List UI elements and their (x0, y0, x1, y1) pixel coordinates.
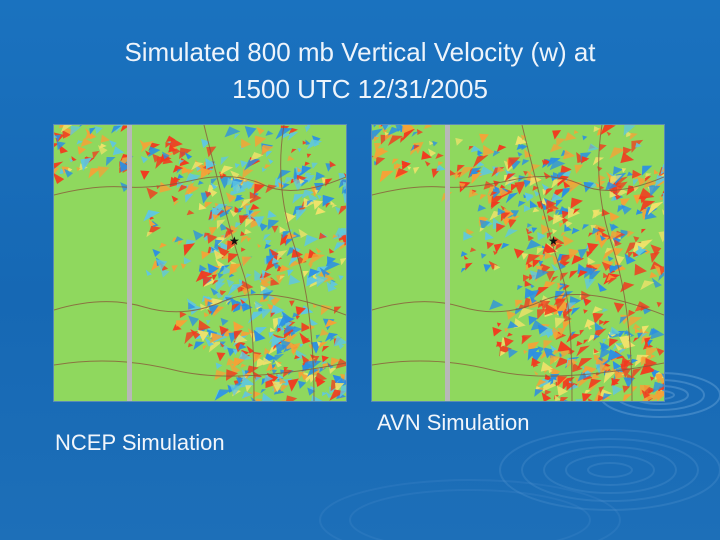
interstate-road (445, 125, 450, 401)
star-icon: ★ (548, 234, 559, 248)
title-line-2: 1500 UTC 12/31/2005 (232, 74, 488, 104)
star-icon: ★ (229, 234, 240, 248)
velocity-field (54, 125, 346, 401)
title-line-1: Simulated 800 mb Vertical Velocity (w) a… (124, 37, 596, 67)
avn-caption: AVN Simulation (377, 410, 530, 435)
county-boundaries (54, 125, 346, 401)
ncep-caption: NCEP Simulation (55, 430, 225, 455)
county-boundaries (372, 125, 664, 401)
slide-title: Simulated 800 mb Vertical Velocity (w) a… (20, 34, 700, 108)
ncep-simulation-map: ★ (53, 124, 347, 402)
avn-simulation-map: ★ (371, 124, 665, 402)
interstate-road (127, 125, 132, 401)
